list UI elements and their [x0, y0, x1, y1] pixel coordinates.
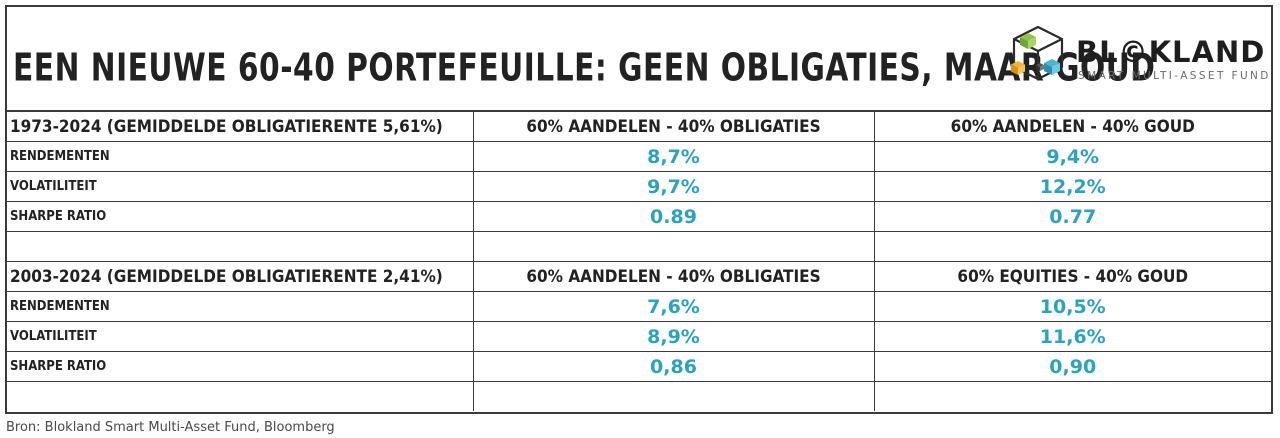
logo: BL©KLAND SMART MULTI-ASSET FUND	[1010, 23, 1270, 87]
section-header-row: 1973-2024 (GEMIDDELDE OBLIGATIERENTE 5,6…	[7, 112, 1271, 142]
column-header: 60% EQUITIES - 40% GOUD	[873, 261, 1271, 292]
table-row: SHARPE RATIO 0,86 0,90	[7, 351, 1271, 382]
metric-label: RENDEMENTEN	[7, 141, 474, 172]
spacer-row	[7, 231, 1271, 262]
spacer-row	[7, 381, 1271, 411]
cube-stack-icon	[1011, 25, 1064, 81]
infographic-frame: EEN NIEUWE 60-40 PORTEFEUILLE: GEEN OBLI…	[5, 5, 1273, 414]
page-title: EEN NIEUWE 60-40 PORTEFEUILLE: GEEN OBLI…	[13, 45, 1156, 90]
metric-value: 9,7%	[472, 171, 875, 202]
metric-value: 10,5%	[873, 291, 1271, 322]
column-header: 60% AANDELEN - 40% GOUD	[873, 112, 1271, 142]
empty-cell	[472, 381, 875, 411]
metric-label: SHARPE RATIO	[7, 351, 474, 382]
metric-value: 7,6%	[472, 291, 875, 322]
table-row: RENDEMENTEN 8,7% 9,4%	[7, 141, 1271, 172]
table-row: SHARPE RATIO 0.89 0.77	[7, 201, 1271, 232]
period-label: 1973-2024 (GEMIDDELDE OBLIGATIERENTE 5,6…	[7, 112, 474, 142]
brand-tagline: SMART MULTI-ASSET FUND	[1078, 70, 1271, 82]
metric-label: SHARPE RATIO	[7, 201, 474, 232]
metric-value: 0.77	[873, 201, 1271, 232]
comparison-table: 1973-2024 (GEMIDDELDE OBLIGATIERENTE 5,6…	[7, 112, 1271, 411]
column-header: 60% AANDELEN - 40% OBLIGATIES	[472, 261, 875, 292]
section-header-row: 2003-2024 (GEMIDDELDE OBLIGATIERENTE 2,4…	[7, 261, 1271, 292]
empty-cell	[873, 231, 1271, 262]
source-note: Bron: Blokland Smart Multi-Asset Fund, B…	[6, 420, 335, 435]
metric-value: 8,9%	[472, 321, 875, 352]
empty-cell	[7, 231, 474, 262]
table-row: VOLATILITEIT 9,7% 12,2%	[7, 171, 1271, 202]
column-header: 60% AANDELEN - 40% OBLIGATIES	[472, 112, 875, 142]
brand-name: BL©KLAND	[1076, 35, 1266, 69]
metric-value: 9,4%	[873, 141, 1271, 172]
metric-value: 0,86	[472, 351, 875, 382]
table-row: VOLATILITEIT 8,9% 11,6%	[7, 321, 1271, 352]
metric-value: 0.89	[472, 201, 875, 232]
metric-value: 8,7%	[472, 141, 875, 172]
empty-cell	[7, 381, 474, 411]
metric-label: VOLATILITEIT	[7, 321, 474, 352]
metric-value: 11,6%	[873, 321, 1271, 352]
metric-label: VOLATILITEIT	[7, 171, 474, 202]
metric-value: 12,2%	[873, 171, 1271, 202]
empty-cell	[873, 381, 1271, 411]
table-row: RENDEMENTEN 7,6% 10,5%	[7, 291, 1271, 322]
metric-label: RENDEMENTEN	[7, 291, 474, 322]
metric-value: 0,90	[873, 351, 1271, 382]
empty-cell	[472, 231, 875, 262]
header: EEN NIEUWE 60-40 PORTEFEUILLE: GEEN OBLI…	[7, 7, 1271, 112]
period-label: 2003-2024 (GEMIDDELDE OBLIGATIERENTE 2,4…	[7, 261, 474, 292]
